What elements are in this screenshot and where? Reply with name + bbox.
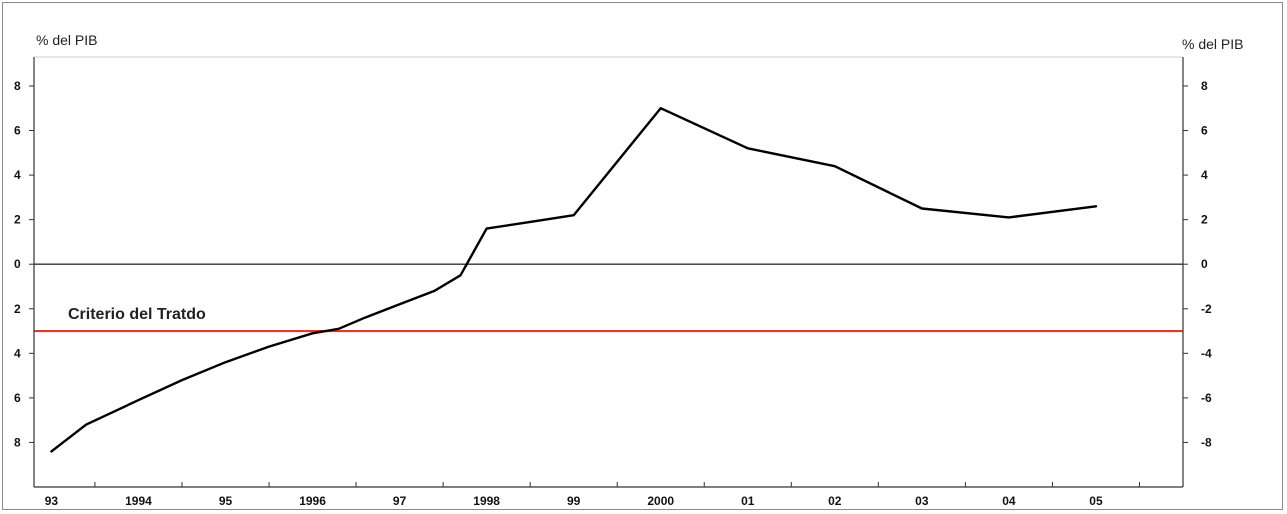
- y-tick-label-right: -2: [1201, 302, 1212, 316]
- y-tick-label-left: 6: [14, 124, 21, 138]
- balance-data-point: [224, 361, 227, 364]
- x-tick-label: 93: [45, 494, 59, 508]
- y-tick-label-left: 2: [14, 213, 21, 227]
- x-tick-label: 01: [741, 494, 755, 508]
- balance-data-point: [459, 274, 462, 277]
- axes: [29, 56, 1188, 488]
- x-tick-label: 95: [219, 494, 233, 508]
- y-tick-label-right: -4: [1201, 346, 1212, 360]
- x-tick-label: 05: [1089, 494, 1103, 508]
- y-tick-label-right: 0: [1201, 257, 1208, 271]
- y-tick-label-right: 6: [1201, 124, 1208, 138]
- x-tick-label: 2000: [647, 494, 674, 508]
- y-tick-label-right: 4: [1201, 168, 1208, 182]
- x-tick-label: 03: [915, 494, 929, 508]
- balance-data-point: [833, 165, 836, 168]
- y-tick-label-left: 8: [14, 435, 21, 449]
- balance-data-point: [398, 303, 401, 306]
- balance-data-point: [137, 399, 140, 402]
- balance-data-point: [85, 423, 88, 426]
- balance-data-point: [337, 327, 340, 330]
- y-tick-label-left: 4: [14, 346, 21, 360]
- reference-lines: [34, 263, 1183, 333]
- y-tick-label-right: 8: [1201, 79, 1208, 93]
- x-tick-label: 1994: [125, 494, 152, 508]
- x-tick-label: 97: [393, 494, 407, 508]
- balance-data-point: [363, 316, 366, 319]
- x-tick-label: 04: [1002, 494, 1016, 508]
- balance-data-point: [50, 450, 53, 453]
- y-tick-label-right: -6: [1201, 391, 1212, 405]
- x-tick-label: 1998: [473, 494, 500, 508]
- x-tick-label: 02: [828, 494, 842, 508]
- y-tick-label-right: -8: [1201, 435, 1212, 449]
- balance-data-point: [659, 107, 662, 110]
- balance-data-point: [529, 220, 532, 223]
- y-tick-label-left: 2: [14, 302, 21, 316]
- balance-data-point: [920, 207, 923, 210]
- balance-data-point: [181, 379, 183, 381]
- y-tick-label-left: 4: [14, 168, 21, 182]
- series-layer: [50, 106, 1098, 453]
- y-tick-label-right: 2: [1201, 213, 1208, 227]
- balance-data-point: [311, 332, 314, 335]
- balance-data-point: [268, 345, 270, 348]
- y-tick-label-left: 8: [14, 79, 21, 93]
- left-axis-unit: % del PIB: [36, 32, 98, 48]
- balance-data-point: [572, 214, 575, 217]
- x-tick-label: 1996: [299, 494, 326, 508]
- balance-data-point: [1095, 205, 1097, 208]
- right-axis-unit: % del PIB: [1182, 36, 1244, 52]
- balance-data-point: [1008, 216, 1010, 219]
- x-tick-label: 99: [567, 494, 581, 508]
- y-tick-label-left: 6: [14, 391, 21, 405]
- labels-layer: 8 86 64 42 20 02 -24 -46 -68 -893 1994 95 1996 97 1998…: [14, 79, 1212, 508]
- balance-series-line: [50, 106, 1098, 453]
- balance-data-point: [485, 227, 488, 230]
- treaty-criterion-label: Criterio del Tratdo: [68, 306, 206, 323]
- balance-data-point: [746, 147, 749, 150]
- balance-data-point: [433, 290, 436, 292]
- y-tick-label-left: 0: [14, 257, 21, 271]
